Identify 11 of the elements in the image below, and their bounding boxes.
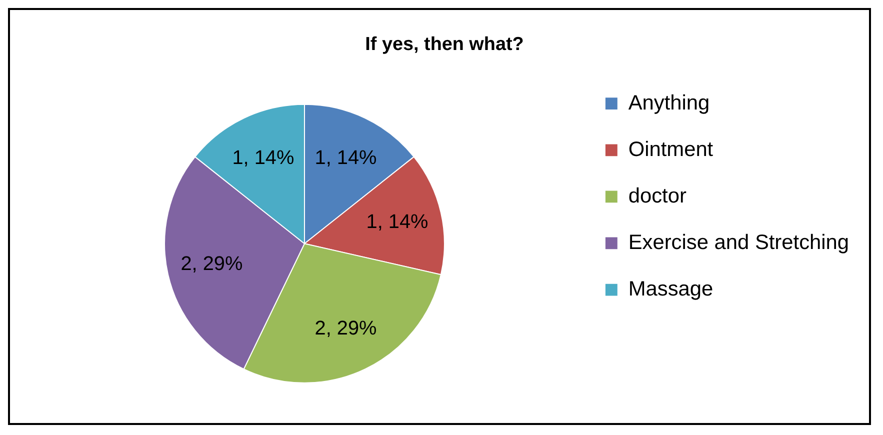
legend-label: Massage <box>628 278 714 301</box>
data-label: 2, 29% <box>314 317 377 340</box>
data-label: 2, 29% <box>180 253 243 276</box>
chart-title: If yes, then what? <box>365 33 524 54</box>
legend-label: Ointment <box>628 138 714 161</box>
legend-label: Anything <box>628 91 710 114</box>
legend-label: doctor <box>628 184 686 208</box>
data-label: 1, 14% <box>232 146 294 169</box>
data-label: 1, 14% <box>314 146 377 169</box>
legend-label: Exercise and Stretching <box>628 231 850 254</box>
data-label: 1, 14% <box>366 211 428 234</box>
